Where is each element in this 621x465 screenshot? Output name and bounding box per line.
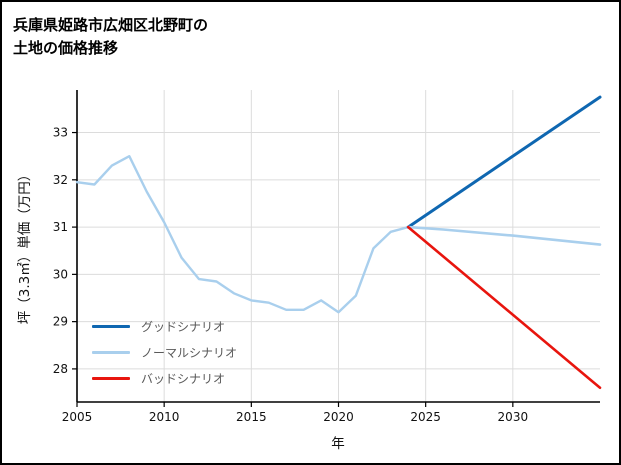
y-tick-label-32: 32 — [53, 173, 68, 187]
page-title: 兵庫県姫路市広畑区北野町の 土地の価格推移 — [13, 14, 208, 59]
y-tick-label-30: 30 — [53, 267, 68, 281]
y-tick-label-29: 29 — [53, 315, 68, 329]
x-tick-label-2005: 2005 — [62, 410, 93, 424]
x-axis-label: 年 — [331, 436, 345, 452]
x-tick-label-2010: 2010 — [149, 410, 180, 424]
series-line-normal — [406, 225, 602, 246]
legend-label-normal: ノーマルシナリオ — [141, 346, 238, 360]
legend-line-good — [92, 325, 130, 328]
x-tick-label-2030: 2030 — [498, 410, 529, 424]
page-title-line1: 兵庫県姫路市広畑区北野町の — [13, 16, 209, 34]
series-line-good — [406, 95, 602, 229]
legend-line-bad — [92, 377, 130, 380]
legend-item-good: グッドシナリオ — [92, 318, 237, 335]
y-axis-label: 坪（3.3㎡）単価（万円） — [17, 167, 33, 325]
chart-legend: グッドシナリオ ノーマルシナリオ バッドシナリオ — [92, 318, 237, 387]
series-line-bad — [406, 225, 602, 390]
x-tick-label-2015: 2015 — [236, 410, 267, 424]
legend-line-normal — [92, 351, 130, 354]
legend-label-good: グッドシナリオ — [141, 320, 226, 334]
y-tick-label-33: 33 — [53, 126, 68, 140]
x-tick-label-2025: 2025 — [410, 410, 441, 424]
y-tick-label-28: 28 — [53, 362, 68, 376]
legend-label-bad: バッドシナリオ — [141, 372, 226, 386]
series-line-history — [75, 154, 410, 314]
legend-item-normal: ノーマルシナリオ — [92, 344, 237, 361]
x-tick-label-2020: 2020 — [323, 410, 354, 424]
legend-item-bad: バッドシナリオ — [92, 370, 237, 387]
page-title-line2: 土地の価格推移 — [13, 38, 119, 57]
y-tick-label-31: 31 — [53, 220, 68, 234]
